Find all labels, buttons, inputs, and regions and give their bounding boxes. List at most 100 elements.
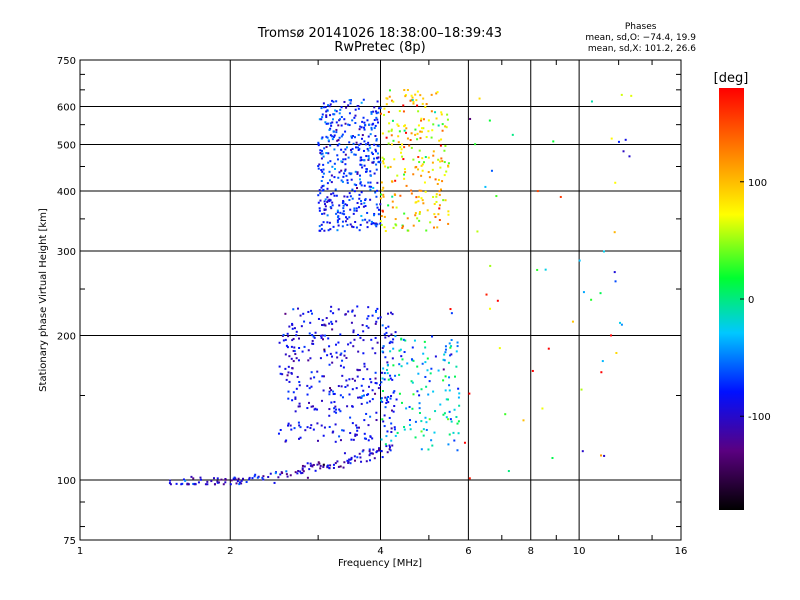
data-point [448,433,451,436]
data-point [329,206,332,209]
data-point [445,416,448,419]
data-point [410,146,413,149]
data-point [332,136,335,139]
data-point [380,223,383,226]
data-point [351,188,354,191]
data-point [359,163,362,166]
data-point [384,356,387,359]
data-point [379,161,382,164]
data-point [431,129,434,132]
data-point [350,99,353,102]
data-point [620,323,623,326]
data-point [317,165,320,168]
data-point [279,473,282,476]
data-point [339,465,342,468]
data-point [331,322,334,325]
data-point [169,479,172,482]
data-point [323,426,326,429]
data-point [427,171,430,174]
data-point [336,158,339,161]
data-point [387,130,390,133]
data-point [352,438,355,441]
data-point [369,146,372,149]
data-point [233,476,236,479]
data-point [447,443,450,446]
data-point [344,148,347,151]
data-point [411,381,414,384]
data-point [389,165,392,168]
data-point [354,122,357,125]
data-point [458,404,461,407]
data-point [393,426,396,429]
colorbar-ticks: 100 0 -100 [740,178,771,423]
data-point [347,123,350,126]
data-point [216,481,219,484]
data-point [571,320,574,323]
data-point [340,169,343,172]
data-point [323,200,326,203]
data-point [340,385,343,388]
data-point [332,466,335,469]
data-point [416,132,419,135]
data-point [379,106,382,109]
data-point [406,89,409,92]
data-point [279,428,282,431]
data-point [358,128,361,131]
data-point [403,89,406,92]
data-point [424,190,427,193]
data-point [362,449,365,452]
data-point [437,124,440,127]
data-point [330,181,333,184]
data-point [366,226,369,229]
data-point [350,321,353,324]
data-point [385,331,388,334]
data-point [308,332,311,335]
data-point [309,309,312,312]
data-point [349,341,352,344]
data-point [373,106,376,109]
data-point [318,189,321,192]
data-point [432,195,435,198]
data-point [418,219,421,222]
data-point [230,479,233,482]
data-point [336,139,339,142]
data-point [346,405,349,408]
data-point [368,454,371,457]
data-point [298,346,301,349]
data-point [405,407,408,410]
data-point [180,483,183,486]
data-point [445,398,448,401]
data-point [279,372,282,375]
data-point [430,367,433,370]
data-point [422,202,425,205]
data-point [432,123,435,126]
data-point [395,206,398,209]
data-point [294,353,297,356]
data-point [412,158,415,161]
data-point [358,369,361,372]
data-point [398,110,401,113]
data-point [384,396,387,399]
data-point [374,377,377,380]
data-point [338,217,341,220]
data-point [489,307,492,310]
data-point [216,480,219,483]
data-point [406,229,409,232]
data-point [366,221,369,224]
data-point [327,229,330,232]
data-point [297,307,300,310]
data-point [309,462,312,465]
data-point [287,390,290,393]
data-point [322,102,325,105]
data-point [348,172,351,175]
data-point [420,197,423,200]
data-point [352,212,355,215]
data-point [311,342,314,345]
data-point [420,189,423,192]
data-point [559,195,562,198]
data-point [456,422,459,425]
data-point [306,426,309,429]
data-point [443,412,446,415]
data-point [317,141,320,144]
data-point [327,199,330,202]
